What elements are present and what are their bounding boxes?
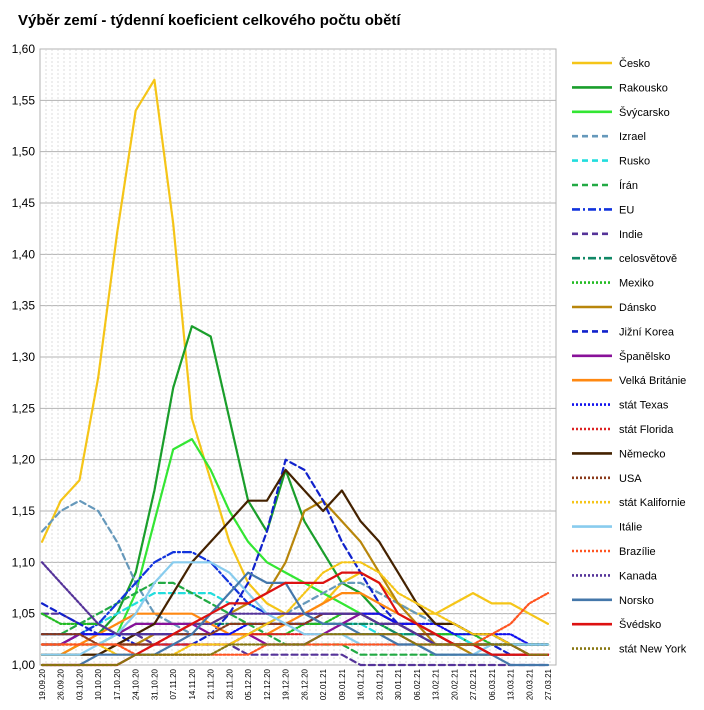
legend-label: Indie — [619, 229, 643, 241]
legend-label: EU — [619, 204, 634, 216]
legend-label: Rakousko — [619, 82, 668, 94]
x-tick-label: 17.10.20 — [113, 668, 122, 700]
x-tick-label: 19.12.20 — [282, 668, 291, 700]
legend-label: Brazílie — [619, 546, 656, 558]
legend-label: stát Texas — [619, 400, 669, 412]
x-tick-label: 21.11.20 — [207, 668, 216, 699]
x-tick-label: 20.03.21 — [525, 668, 534, 700]
legend-label: stát Kalifornie — [619, 497, 686, 509]
x-tick-label: 19.09.20 — [38, 668, 47, 700]
y-tick-label: 1,00 — [12, 658, 36, 672]
y-tick-label: 1,45 — [12, 196, 36, 210]
x-tick-label: 30.01.21 — [394, 668, 403, 700]
legend-label: stát New York — [619, 644, 687, 656]
y-tick-label: 1,50 — [12, 145, 36, 159]
y-tick-label: 1,10 — [12, 555, 36, 569]
x-tick-label: 13.03.21 — [507, 668, 516, 700]
legend-label: Velká Británie — [619, 375, 686, 387]
x-tick-label: 24.10.20 — [132, 668, 141, 700]
y-tick-label: 1,30 — [12, 350, 36, 364]
x-tick-label: 07.11.20 — [169, 668, 178, 699]
legend-label: Írán — [619, 179, 638, 192]
legend-label: Mexiko — [619, 278, 654, 290]
legend-label: Česko — [619, 57, 650, 70]
x-tick-label: 10.10.20 — [94, 668, 103, 700]
x-tick-label: 12.12.20 — [263, 668, 272, 700]
x-tick-label: 23.01.21 — [375, 668, 384, 700]
legend-label: Německo — [619, 448, 665, 460]
legend-label: Jižní Korea — [619, 326, 675, 338]
series-line — [40, 571, 550, 667]
x-tick-label: 13.02.21 — [432, 668, 441, 700]
legend-label: Dánsko — [619, 302, 656, 314]
x-tick-label: 02.01.21 — [319, 668, 328, 700]
x-tick-label: 20.02.21 — [450, 668, 459, 700]
legend-label: Španělsko — [619, 350, 670, 363]
y-tick-label: 1,60 — [12, 42, 36, 56]
x-tick-label: 03.10.20 — [75, 668, 84, 700]
legend-label: USA — [619, 473, 642, 485]
y-tick-label: 1,35 — [12, 299, 36, 313]
legend-label: Švýcarsko — [619, 106, 670, 119]
legend-label: Kanada — [619, 570, 658, 582]
legend-label: Rusko — [619, 156, 650, 168]
x-tick-label: 09.01.21 — [338, 668, 347, 700]
y-tick-label: 1,25 — [12, 401, 36, 415]
y-tick-label: 1,20 — [12, 453, 36, 467]
y-tick-label: 1,40 — [12, 247, 36, 261]
chart-title: Výběr zemí - týdenní koeficient celkovéh… — [18, 12, 401, 29]
legend-label: Švédsko — [619, 618, 661, 631]
x-tick-label: 26.09.20 — [57, 668, 66, 700]
x-tick-label: 31.10.20 — [150, 668, 159, 700]
legend-label: celosvětově — [619, 253, 677, 265]
legend-label: Norsko — [619, 595, 654, 607]
y-tick-label: 1,05 — [12, 607, 36, 621]
x-tick-label: 14.11.20 — [188, 668, 197, 699]
x-tick-label: 28.11.20 — [225, 668, 234, 699]
y-tick-label: 1,15 — [12, 504, 36, 518]
x-tick-label: 06.02.21 — [413, 668, 422, 700]
legend-label: Izrael — [619, 131, 646, 143]
x-tick-label: 16.01.21 — [357, 668, 366, 700]
x-tick-label: 05.12.20 — [244, 668, 253, 700]
series-line — [40, 633, 550, 667]
legend-label: Itálie — [619, 522, 642, 534]
y-tick-label: 1,55 — [12, 93, 36, 107]
x-tick-label: 27.03.21 — [544, 668, 553, 700]
x-tick-label: 27.02.21 — [469, 668, 478, 700]
x-tick-label: 06.03.21 — [488, 668, 497, 700]
x-tick-label: 26.12.20 — [300, 668, 309, 700]
legend-label: stát Florida — [619, 424, 674, 436]
series-line — [40, 499, 550, 646]
